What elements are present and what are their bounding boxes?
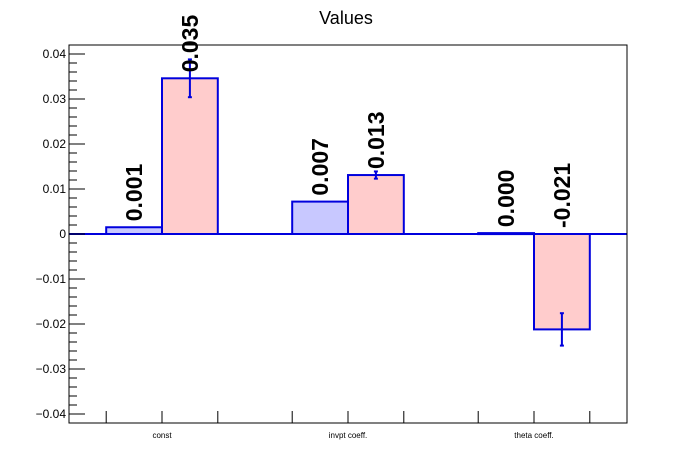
bar (105, 226, 163, 235)
axes: −0.04 −0.03 −0.02 −0.01 0 0.01 0.02 0.03 0.04 con… (36, 44, 591, 440)
x-tick-label: theta coeff. (514, 431, 553, 440)
data-label: 0.007 (307, 138, 333, 196)
y-tick-label: −0.02 (36, 317, 67, 331)
y-tick-label: −0.01 (36, 272, 67, 286)
data-label: -0.021 (549, 163, 575, 228)
y-tick-label: −0.04 (36, 407, 67, 421)
data-label: 0.035 (177, 15, 203, 73)
bar (291, 200, 350, 236)
bar (347, 174, 405, 236)
x-tick-label: invpt coeff. (329, 431, 368, 440)
x-tick-label: const (152, 431, 172, 440)
bar (161, 77, 219, 235)
data-label: 0.000 (493, 170, 519, 228)
y-tick-label: 0.01 (43, 182, 67, 196)
data-label: 0.001 (121, 163, 147, 221)
chart-title: Values (319, 8, 373, 28)
y-tick-label: 0.03 (43, 92, 67, 106)
y-tick-label: 0 (59, 227, 66, 241)
y-tick-label: 0.02 (43, 137, 67, 151)
data-label: 0.013 (363, 111, 389, 169)
chart-marks: 0.001 0.007 0.000 0.035 0.013 -0.021 (69, 15, 627, 347)
y-tick-label: −0.03 (36, 362, 67, 376)
y-tick-label: 0.04 (43, 47, 67, 61)
